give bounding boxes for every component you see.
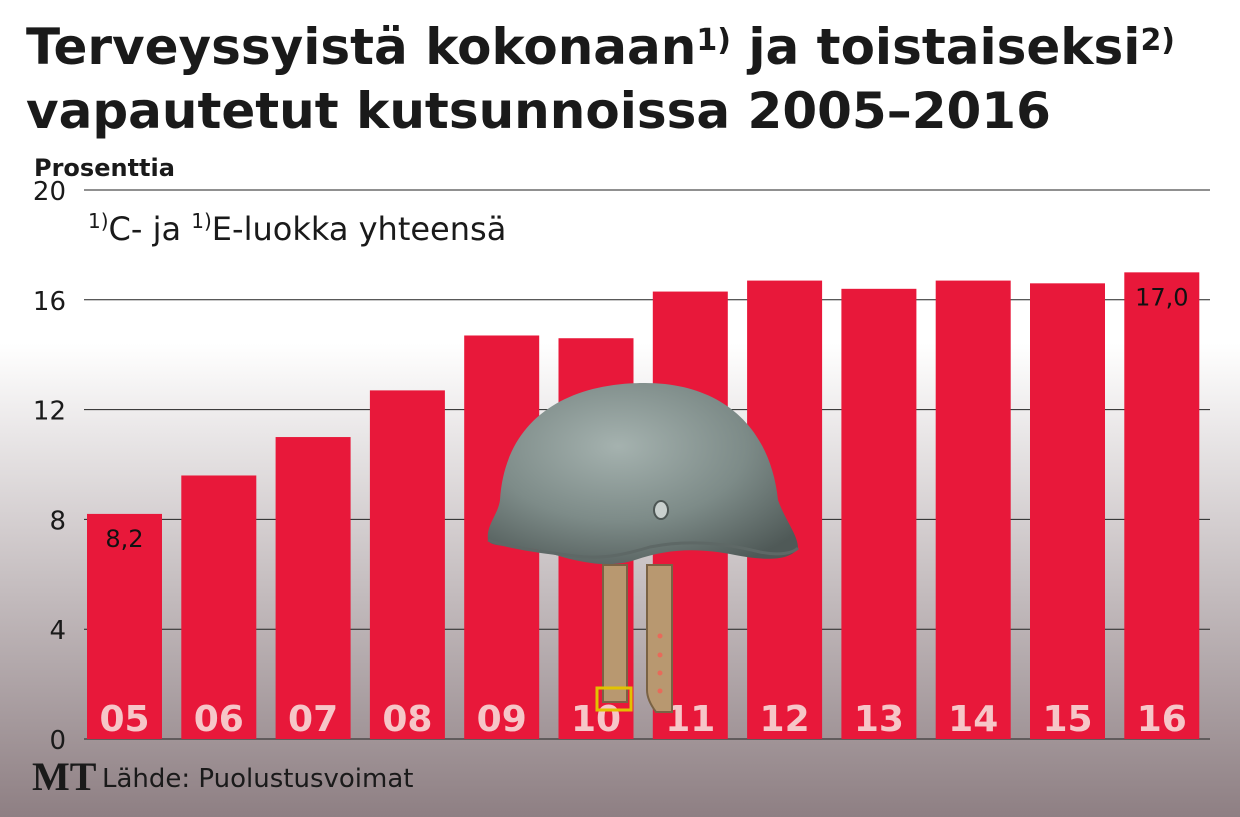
y-tick-label: 16 (33, 287, 66, 317)
category-label: 08 (382, 699, 432, 740)
y-tick-label: 0 (49, 726, 66, 756)
bar (181, 475, 257, 739)
y-axis-label: Prosenttia (34, 154, 175, 182)
y-tick-label: 4 (49, 616, 66, 646)
source-note: Lähde: Puolustusvoimat (102, 764, 413, 794)
data-label: 8,2 (105, 525, 143, 553)
category-label: 06 (194, 699, 244, 740)
category-label: 11 (665, 699, 715, 740)
y-axis-ticks: 0 4 8 12 16 20 (33, 177, 66, 756)
y-tick-label: 20 (33, 177, 66, 207)
bar (1124, 272, 1200, 739)
bar (275, 437, 351, 739)
category-label: 05 (99, 699, 149, 740)
category-label: 15 (1042, 699, 1092, 740)
y-tick-label: 12 (33, 397, 66, 427)
helmet-icon (487, 383, 800, 713)
data-label: 17,0 (1135, 283, 1188, 311)
bar (841, 288, 917, 739)
bar (369, 390, 445, 739)
bar (935, 280, 1011, 739)
bar (1030, 283, 1105, 739)
footnote: 1)C- ja 1)E-luokka yhteensä (88, 209, 506, 248)
category-label: 16 (1137, 699, 1187, 740)
category-label: 07 (288, 699, 338, 740)
y-tick-label: 8 (49, 506, 66, 536)
category-label: 13 (854, 699, 904, 740)
chart-title-line-2: vapautetut kutsunnoissa 2005–2016 (26, 82, 1051, 140)
category-label: 09 (477, 699, 527, 740)
chart-title-line-1: Terveyssyistä kokonaan1) ja toistaiseksi… (26, 18, 1175, 76)
bars: 05 06 07 08 09 10 11 12 13 14 15 168,217,0 (87, 272, 1200, 740)
category-label: 12 (760, 699, 810, 740)
bar (87, 513, 162, 739)
category-label: 14 (948, 699, 998, 740)
publisher-logo: MT (32, 754, 97, 799)
